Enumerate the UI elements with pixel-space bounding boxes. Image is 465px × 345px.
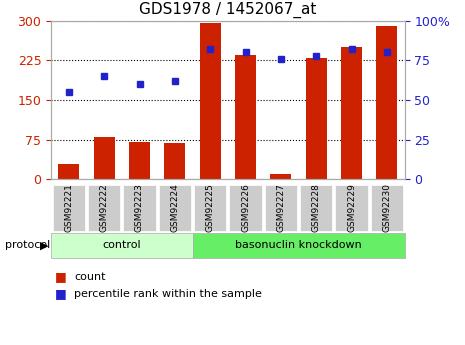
Bar — [164, 144, 186, 179]
Text: GSM92228: GSM92228 — [312, 184, 321, 232]
Text: percentile rank within the sample: percentile rank within the sample — [74, 289, 262, 299]
Text: control: control — [102, 240, 141, 250]
Text: GSM92225: GSM92225 — [206, 184, 215, 232]
Bar — [235, 55, 256, 179]
Text: count: count — [74, 272, 106, 282]
Bar — [123, 185, 156, 231]
Bar — [51, 233, 193, 258]
Text: protocol: protocol — [5, 240, 50, 250]
Bar — [371, 185, 403, 231]
Text: GSM92223: GSM92223 — [135, 184, 144, 232]
Text: ■: ■ — [54, 270, 66, 283]
Bar — [306, 58, 327, 179]
Text: GSM92230: GSM92230 — [382, 183, 392, 233]
Bar — [300, 185, 332, 231]
Text: ▶: ▶ — [40, 240, 49, 250]
Bar — [88, 185, 120, 231]
Bar — [193, 233, 405, 258]
Bar — [159, 185, 191, 231]
Bar — [93, 137, 115, 179]
Bar — [199, 23, 221, 179]
Bar — [265, 185, 297, 231]
Text: ■: ■ — [54, 287, 66, 300]
Bar — [58, 164, 80, 179]
Bar — [229, 185, 262, 231]
Bar — [341, 47, 362, 179]
Bar — [129, 142, 150, 179]
Bar — [53, 185, 85, 231]
Text: GSM92226: GSM92226 — [241, 184, 250, 232]
Bar — [335, 185, 368, 231]
Title: GDS1978 / 1452067_at: GDS1978 / 1452067_at — [139, 2, 317, 18]
Text: GSM92229: GSM92229 — [347, 184, 356, 232]
Text: GSM92221: GSM92221 — [64, 184, 73, 232]
Text: GSM92224: GSM92224 — [170, 184, 179, 232]
Bar — [270, 174, 292, 179]
Text: GSM92222: GSM92222 — [100, 184, 109, 232]
Bar — [194, 185, 226, 231]
Text: GSM92227: GSM92227 — [276, 184, 286, 232]
Bar — [376, 26, 398, 179]
Text: basonuclin knockdown: basonuclin knockdown — [235, 240, 362, 250]
